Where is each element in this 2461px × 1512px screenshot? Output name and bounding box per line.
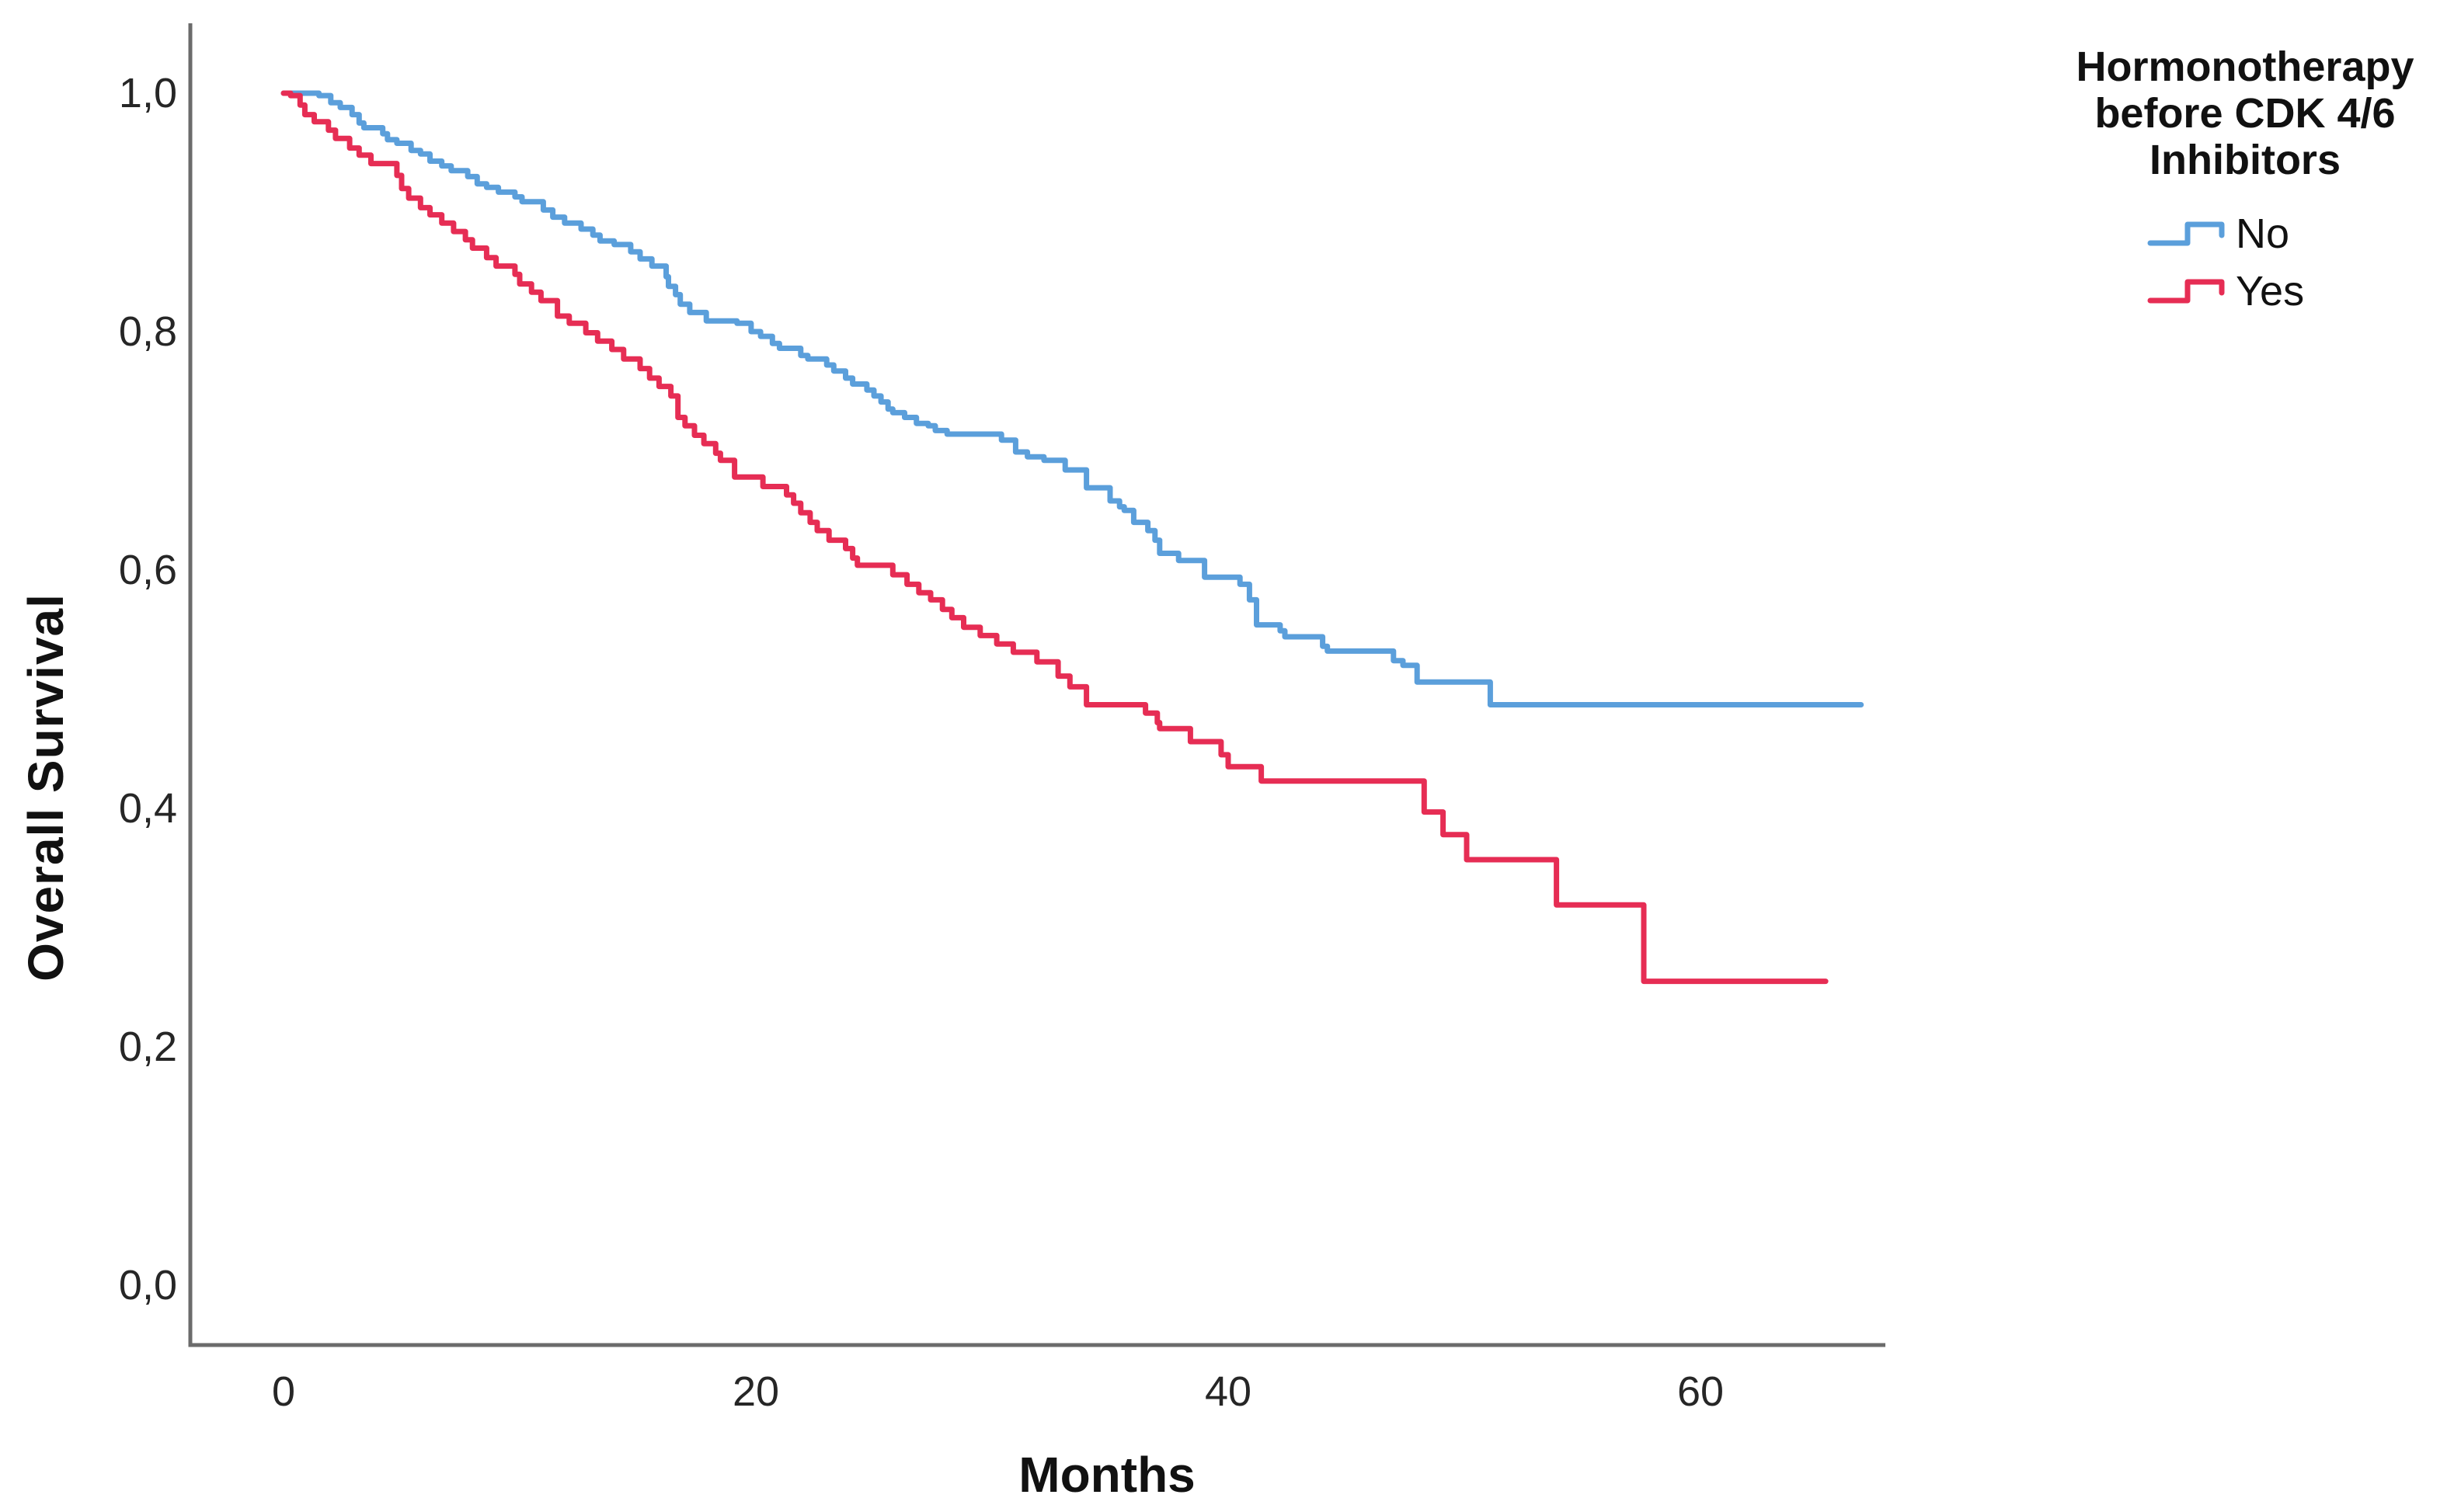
- y-tick-label-0,6: 0,6: [118, 547, 177, 593]
- legend: Hormonotherapy before CDK 4/6 Inhibitors…: [2051, 43, 2439, 320]
- step-line-swatch-yes-icon: [2147, 279, 2225, 304]
- y-tick-label-0,2: 0,2: [118, 1024, 177, 1070]
- legend-entry-no: No: [2147, 205, 2439, 262]
- x-tick-label-0: 0: [271, 1368, 296, 1415]
- y-tick-label-0,4: 0,4: [118, 785, 177, 832]
- x-tick-label-40: 40: [1204, 1368, 1252, 1415]
- y-axis-title: Overall Survival: [18, 593, 74, 982]
- legend-title-line: Hormonotherapy: [2076, 43, 2414, 90]
- y-tick-label-0,8: 0,8: [118, 308, 177, 355]
- y-tick-label-1,0: 1,0: [118, 70, 177, 116]
- survival-curves: [280, 90, 1864, 985]
- y-tick-label-0,0: 0,0: [118, 1262, 177, 1309]
- survival-curve-no: [280, 90, 1864, 707]
- step-line-swatch-no-icon: [2147, 221, 2225, 246]
- x-axis-title: Months: [1018, 1447, 1196, 1503]
- legend-entry-yes: Yes: [2147, 262, 2439, 320]
- legend-title-line: Inhibitors: [2149, 137, 2341, 183]
- x-tick-label-60: 60: [1676, 1368, 1725, 1415]
- legend-entries: No Yes: [2051, 205, 2439, 320]
- legend-label-yes: Yes: [2236, 268, 2305, 315]
- legend-label-no: No: [2236, 210, 2290, 257]
- legend-title: Hormonotherapy before CDK 4/6 Inhibitors: [2051, 43, 2439, 183]
- x-tick-label-20: 20: [732, 1368, 780, 1415]
- survival-curve-yes: [280, 90, 1829, 985]
- legend-title-line: before CDK 4/6: [2094, 90, 2396, 137]
